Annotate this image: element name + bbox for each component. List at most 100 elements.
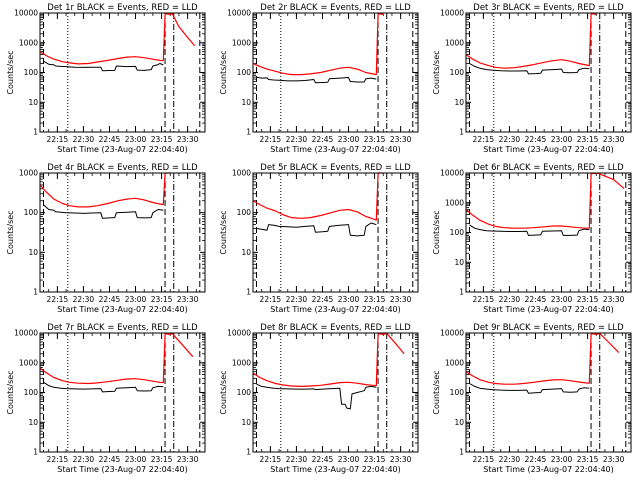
x-tick-label: 23:30	[177, 295, 199, 304]
y-tick-label: 1	[459, 448, 464, 457]
y-tick-label: 10	[241, 98, 251, 107]
y-axis-label: Counts/sec	[432, 50, 441, 94]
y-tick-label: 10	[28, 418, 38, 427]
events-series-line	[43, 381, 164, 393]
x-tick-label: 23:15	[364, 455, 386, 464]
x-tick-label: 23:15	[151, 295, 173, 304]
x-tick-label: 22:15	[473, 295, 495, 304]
plot-frame	[252, 172, 419, 293]
x-axis-label: Start Time (23-Aug-07 22:04:40)	[270, 305, 401, 314]
x-tick-label: 22:30	[73, 135, 95, 144]
lld-series-line	[39, 172, 171, 208]
y-tick-label: 1	[246, 128, 251, 137]
x-tick-label: 22:45	[525, 295, 547, 304]
lld-series-line	[39, 332, 194, 385]
y-tick-label: 10000	[440, 329, 464, 338]
lld-series-line	[39, 12, 196, 65]
chart-panel: Det 7r BLACK = Events, RED = LLD Start Ti…	[6, 323, 206, 474]
x-tick-label: 23:30	[177, 455, 199, 464]
lld-series-line	[252, 332, 405, 387]
y-axis-label: Counts/sec	[219, 210, 228, 254]
x-tick-label: 22:15	[473, 135, 495, 144]
events-series-line	[43, 204, 164, 219]
events-series-line	[469, 224, 590, 236]
y-tick-label: 10000	[227, 329, 251, 338]
x-tick-label: 22:15	[47, 455, 69, 464]
events-series-line	[256, 76, 377, 84]
y-tick-label: 10	[454, 258, 464, 267]
x-tick-label: 23:30	[603, 455, 625, 464]
y-tick-label: 100	[24, 208, 39, 217]
chart-title: Det 7r BLACK = Events, RED = LLD	[47, 323, 198, 333]
y-tick-label: 1000	[19, 38, 38, 47]
x-tick-label: 22:30	[286, 135, 308, 144]
y-tick-label: 1000	[232, 358, 251, 367]
x-tick-label: 23:00	[125, 295, 147, 304]
y-tick-label: 1000	[232, 169, 251, 178]
x-tick-label: 22:45	[312, 455, 334, 464]
y-axis-label: Counts/sec	[432, 370, 441, 414]
x-tick-label: 23:00	[551, 455, 573, 464]
x-tick-label: 23:00	[551, 135, 573, 144]
x-tick-label: 22:15	[47, 135, 69, 144]
chart-panel: Det 4r BLACK = Events, RED = LLD Start Ti…	[6, 163, 206, 314]
chart-title: Det 8r BLACK = Events, RED = LLD	[260, 323, 411, 333]
y-tick-label: 1000	[445, 198, 464, 207]
x-tick-label: 22:30	[499, 455, 521, 464]
plot-frame	[39, 172, 206, 293]
lld-series-line	[252, 13, 384, 76]
lld-series-line	[465, 13, 597, 69]
chart-title: Det 2r BLACK = Events, RED = LLD	[260, 3, 411, 13]
x-tick-label: 22:30	[499, 295, 521, 304]
x-tick-label: 23:15	[577, 135, 599, 144]
lld-series-line	[465, 332, 620, 385]
y-tick-label: 10000	[227, 9, 251, 18]
chart-title: Det 5r BLACK = Events, RED = LLD	[260, 163, 411, 173]
chart-title: Det 4r BLACK = Events, RED = LLD	[47, 163, 198, 173]
x-axis-label: Start Time (23-Aug-07 22:04:40)	[57, 305, 188, 314]
x-tick-label: 23:15	[577, 455, 599, 464]
x-tick-label: 23:15	[364, 135, 386, 144]
y-tick-label: 10000	[14, 9, 38, 18]
x-tick-label: 22:15	[47, 295, 69, 304]
y-tick-label: 10000	[14, 329, 38, 338]
y-tick-label: 1000	[445, 358, 464, 367]
x-tick-label: 23:00	[125, 455, 147, 464]
chart-panel: Det 9r BLACK = Events, RED = LLD Start Ti…	[432, 323, 632, 474]
y-tick-label: 100	[450, 388, 465, 397]
x-tick-label: 23:15	[577, 295, 599, 304]
x-tick-label: 22:45	[312, 135, 334, 144]
x-tick-label: 22:30	[286, 455, 308, 464]
y-tick-label: 1000	[19, 358, 38, 367]
x-tick-label: 23:30	[603, 135, 625, 144]
y-axis-label: Counts/sec	[6, 210, 15, 254]
y-tick-label: 1	[459, 128, 464, 137]
x-tick-label: 22:15	[473, 455, 495, 464]
y-tick-label: 1	[459, 288, 464, 297]
x-tick-label: 23:15	[364, 295, 386, 304]
x-tick-label: 22:45	[525, 135, 547, 144]
x-axis-label: Start Time (23-Aug-07 22:04:40)	[483, 145, 614, 154]
plot-frame	[39, 12, 206, 133]
y-tick-label: 100	[450, 228, 465, 237]
plot-frame	[252, 332, 419, 453]
y-tick-label: 10	[241, 418, 251, 427]
y-tick-label: 10	[28, 248, 38, 257]
x-tick-label: 22:30	[73, 455, 95, 464]
y-tick-label: 10	[28, 98, 38, 107]
plot-frame	[465, 332, 632, 453]
y-tick-label: 1000	[19, 169, 38, 178]
chart-panel: Det 1r BLACK = Events, RED = LLD Start Ti…	[6, 3, 206, 154]
y-tick-label: 10	[241, 248, 251, 257]
x-tick-label: 23:00	[338, 455, 360, 464]
y-tick-label: 1	[33, 448, 38, 457]
chart-panel: Det 6r BLACK = Events, RED = LLD Start Ti…	[432, 163, 632, 314]
y-tick-label: 100	[24, 388, 39, 397]
x-axis-label: Start Time (23-Aug-07 22:04:40)	[483, 305, 614, 314]
y-axis-label: Counts/sec	[6, 370, 15, 414]
x-tick-label: 23:30	[603, 295, 625, 304]
x-axis-label: Start Time (23-Aug-07 22:04:40)	[483, 465, 614, 474]
x-tick-label: 22:15	[260, 455, 282, 464]
x-tick-label: 22:45	[99, 135, 121, 144]
